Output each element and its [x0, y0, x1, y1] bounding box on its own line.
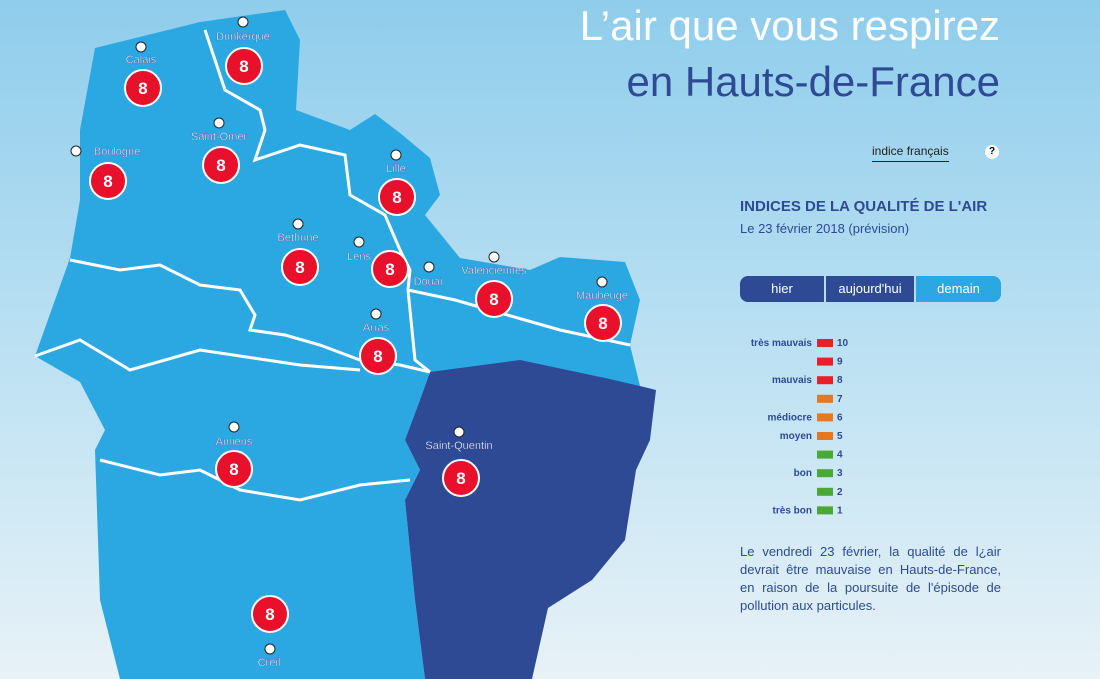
index-value: 8 [239, 57, 248, 76]
city-dot [423, 261, 435, 273]
panel-heading: INDICES DE LA QUALITÉ DE L'AIR [740, 198, 988, 215]
day-tab[interactable]: hier [740, 276, 824, 302]
index-value: 8 [598, 314, 607, 333]
index-value: 8 [229, 460, 238, 479]
index-value: 8 [456, 469, 465, 488]
index-bubble [475, 280, 513, 318]
day-tab[interactable]: aujourd'hui [826, 276, 914, 302]
city-dot [228, 421, 240, 433]
day-tab[interactable]: demain [916, 276, 1001, 302]
city-dot [370, 308, 382, 320]
city-dot [264, 643, 276, 655]
index-value: 8 [385, 260, 394, 279]
index-bubble [89, 162, 127, 200]
city-dot [488, 251, 500, 263]
city-name: Arras [363, 322, 390, 334]
city-name: Saint-Omer [191, 131, 248, 143]
city-name: Amiens [216, 436, 253, 448]
index-bubble [378, 178, 416, 216]
title-line1: L’air que vous respirez [579, 2, 1000, 49]
index-bubble [124, 69, 162, 107]
index-bubble [215, 450, 253, 488]
index-bubble [225, 47, 263, 85]
index-bubble [584, 304, 622, 342]
city-name: Douai [414, 276, 443, 288]
index-value: 8 [392, 188, 401, 207]
index-bubble [371, 250, 409, 288]
city-dot [453, 426, 465, 438]
city-name: Maubeuge [576, 290, 628, 302]
title-line2: en Hauts-de-France [626, 58, 1000, 105]
index-value: 8 [295, 258, 304, 277]
index-value: 8 [216, 156, 225, 175]
index-bubble [442, 459, 480, 497]
cities: Dunkerque 8 Calais 8 Saint-Omer 8 Boulogne 8 Lil… [70, 16, 628, 669]
city-dot [70, 145, 82, 157]
city-name: Valenciennes [461, 265, 527, 277]
index-value: 8 [103, 172, 112, 191]
description: Le vendredi 23 février, la qualité de l¿… [740, 544, 1001, 613]
city-dot [390, 149, 402, 161]
index-toggle[interactable]: indice français [872, 144, 949, 162]
index-bubble [202, 146, 240, 184]
day-tabs: hier aujourd'hui demain [740, 276, 1001, 302]
index-value: 8 [489, 290, 498, 309]
city-name: Creil [258, 657, 281, 669]
city-dot [596, 276, 608, 288]
index-value: 8 [138, 79, 147, 98]
city-name: Dunkerque [216, 31, 270, 43]
city-name: Boulogne [94, 146, 141, 158]
region-aisne [405, 360, 656, 679]
index-bubble [359, 337, 397, 375]
city-name: Lille [386, 163, 406, 175]
city-dot [213, 117, 225, 129]
index-bubble [251, 595, 289, 633]
city-name: Saint-Quentin [425, 440, 492, 452]
index-value: 8 [373, 347, 382, 366]
city-dot [292, 218, 304, 230]
help-button[interactable]: ? [985, 145, 999, 159]
region-north [35, 10, 640, 679]
city-dot [237, 16, 249, 28]
city-dot [135, 41, 147, 53]
city-name: Lens [347, 251, 371, 263]
index-bubble [281, 248, 319, 286]
city-name: Béthune [278, 232, 319, 244]
index-value: 8 [265, 605, 274, 624]
city-name: Calais [126, 54, 157, 66]
city-dot [353, 236, 365, 248]
panel-date: Le 23 février 2018 (prévision) [740, 221, 910, 236]
